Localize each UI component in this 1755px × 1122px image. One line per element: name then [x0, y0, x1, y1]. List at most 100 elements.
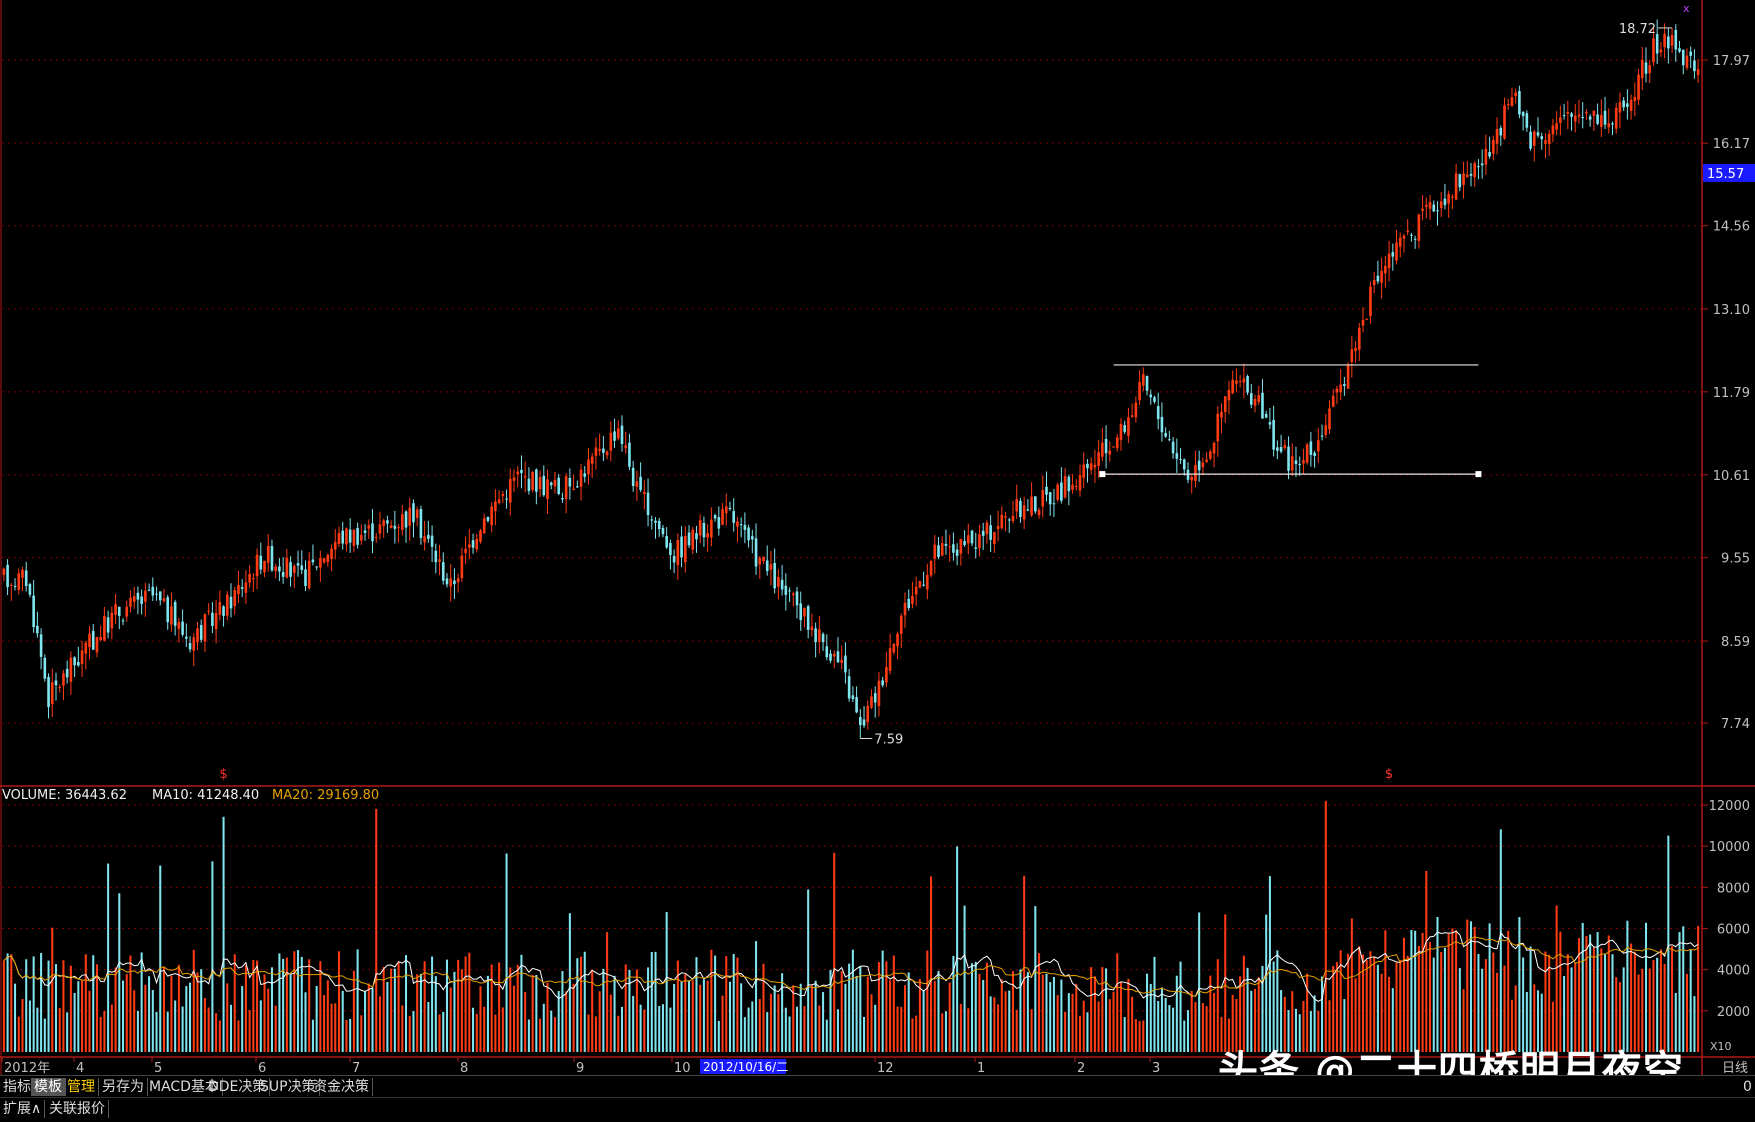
candle-body	[1067, 476, 1071, 492]
candle-body	[222, 606, 225, 616]
volume-bar	[1328, 1000, 1331, 1052]
candle-body	[892, 643, 896, 653]
bottom-toolbar-2: 扩展∧ 关联报价	[0, 1097, 1755, 1120]
candle-body	[1268, 422, 1272, 425]
volume-bar	[557, 990, 560, 1052]
volume-bar	[364, 991, 367, 1052]
volume-tick-label: 4000	[1717, 964, 1750, 979]
candle-body	[609, 432, 613, 451]
volume-bar	[289, 974, 292, 1052]
candle-body	[564, 476, 568, 499]
candle-body	[1317, 440, 1320, 452]
candle-body	[1365, 318, 1369, 320]
candle-body	[1480, 163, 1484, 166]
signal-marker: $	[1385, 767, 1393, 782]
candle-body	[1093, 464, 1097, 468]
tab-template[interactable]: 模板	[31, 1078, 66, 1096]
candle-body	[497, 499, 501, 503]
candle-body	[423, 536, 426, 543]
volume-bar	[978, 973, 981, 1052]
volume-bar	[148, 976, 151, 1052]
candle-body	[140, 596, 143, 605]
volume-bar	[661, 1004, 664, 1052]
tab-dde[interactable]: DDE决策	[205, 1078, 271, 1096]
volume-bar	[170, 975, 173, 1052]
candle-body	[713, 515, 717, 519]
volume-bar	[326, 980, 329, 1052]
volume-bar	[1596, 932, 1599, 1052]
volume-ma20-value: MA20: 29169.80	[272, 788, 379, 803]
kline-chart[interactable]: 17.97 16.17 14.56 13.10 11.79 10.61 9.55 8.59 7.…	[0, 0, 1755, 1076]
candle-body	[508, 478, 512, 503]
volume-bar	[877, 962, 880, 1052]
candle-body	[1179, 459, 1182, 461]
volume-bar	[1414, 930, 1417, 1052]
volume-bar	[1060, 979, 1063, 1052]
toolbar-right-value: 0	[1743, 1079, 1752, 1095]
volume-bar	[1663, 963, 1666, 1052]
current-price-label: 15.57	[1707, 167, 1744, 182]
volume-bar	[781, 973, 784, 1052]
candle-body	[1357, 327, 1361, 350]
volume-bar	[181, 1006, 184, 1052]
volume-bar	[1671, 946, 1674, 1052]
candle-body	[1447, 193, 1450, 204]
tab-sup[interactable]: SUP决策	[257, 1078, 320, 1096]
volume-tick-label: 6000	[1717, 923, 1750, 938]
volume-bar	[1198, 912, 1201, 1052]
candle-body	[963, 541, 966, 545]
volume-bar	[1659, 949, 1662, 1052]
volume-bar	[241, 986, 244, 1052]
volume-bar	[334, 1003, 337, 1052]
volume-bar	[162, 967, 166, 1052]
volume-bar	[1157, 1001, 1160, 1052]
candle-body	[203, 614, 207, 642]
candle-body	[1689, 51, 1692, 56]
candle-body	[553, 479, 557, 487]
volume-bar	[382, 966, 385, 1052]
tab-funds[interactable]: 资金决策	[310, 1078, 373, 1096]
candle-body	[944, 543, 948, 546]
volume-bar	[1213, 993, 1216, 1052]
volume-bar	[1406, 955, 1409, 1052]
volume-bar	[1097, 1001, 1100, 1052]
candle-body	[1428, 202, 1432, 209]
candle-body	[1112, 446, 1115, 448]
candle-body	[687, 532, 691, 546]
volume-bar	[1525, 991, 1528, 1052]
candle-body	[1149, 394, 1153, 398]
candle-body	[981, 530, 985, 536]
candle-body	[1287, 446, 1290, 471]
volume-bar	[903, 985, 907, 1052]
volume-bar	[1030, 1009, 1033, 1052]
tab-expand[interactable]: 扩展∧	[0, 1100, 46, 1118]
candle-body	[24, 570, 28, 587]
tab-manage[interactable]: 管理	[64, 1078, 99, 1096]
candle-body	[832, 653, 836, 657]
volume-bar	[278, 953, 281, 1052]
candle-body	[188, 643, 192, 650]
volume-bar	[1112, 991, 1115, 1052]
candle-body	[389, 525, 393, 528]
volume-bar	[159, 865, 162, 1052]
volume-bar	[751, 1001, 754, 1052]
candle-body	[799, 603, 803, 621]
volume-bar	[1674, 993, 1677, 1052]
candle-body	[199, 625, 203, 640]
volume-bar	[1332, 966, 1335, 1052]
volume-bar	[1298, 1014, 1301, 1052]
tab-related-quote[interactable]: 关联报价	[46, 1100, 109, 1118]
candle-body	[836, 651, 840, 663]
volume-bar	[680, 981, 683, 1052]
candle-body	[1156, 406, 1160, 420]
candle-body	[628, 442, 631, 467]
volume-bar	[252, 959, 255, 1052]
tab-indicator[interactable]: 指标	[0, 1078, 35, 1096]
candle-body	[1015, 499, 1019, 512]
tab-macd[interactable]: MACD基本	[146, 1078, 223, 1096]
tab-save-as[interactable]: 另存为	[99, 1078, 148, 1096]
time-label: 7	[352, 1061, 360, 1075]
volume-bar	[397, 962, 400, 1052]
candle-body	[1298, 464, 1302, 466]
volume-bar	[818, 1005, 821, 1052]
